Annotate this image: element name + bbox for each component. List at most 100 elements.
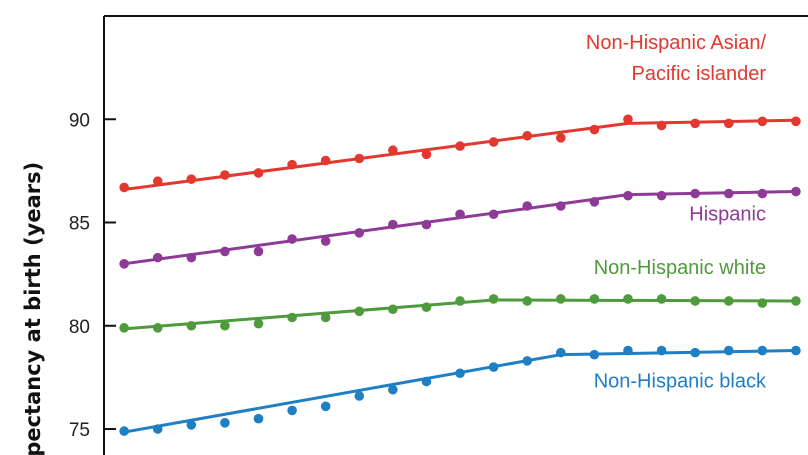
data-point xyxy=(690,296,700,306)
data-point xyxy=(656,294,667,304)
data-point xyxy=(388,384,398,395)
data-point xyxy=(287,234,297,244)
data-point xyxy=(623,294,633,304)
y-tick-label: 90 xyxy=(69,110,90,131)
data-point xyxy=(152,323,163,333)
data-point xyxy=(757,188,768,199)
data-point xyxy=(723,188,734,199)
data-point xyxy=(220,320,230,331)
data-point xyxy=(488,362,499,372)
data-point xyxy=(421,149,432,160)
data-point xyxy=(757,345,768,356)
data-point xyxy=(220,246,230,257)
data-point xyxy=(186,174,197,184)
data-point xyxy=(488,209,499,220)
data-point xyxy=(320,401,331,412)
data-point xyxy=(723,345,734,356)
data-point xyxy=(522,296,533,306)
data-point xyxy=(320,236,331,246)
data-point xyxy=(690,347,700,358)
series-3 xyxy=(119,345,801,436)
data-point xyxy=(791,116,801,127)
series-label-line: Pacific islander xyxy=(631,63,766,85)
data-point xyxy=(522,356,533,366)
data-point xyxy=(656,120,667,131)
data-point xyxy=(152,176,163,187)
data-point xyxy=(723,118,734,129)
data-point xyxy=(623,190,633,201)
series-labels: Non-Hispanic Asian/Pacific islander Hispa… xyxy=(586,32,767,393)
data-point xyxy=(556,294,566,304)
y-axis-label: xpectancy at birth (years) xyxy=(21,162,45,455)
data-point xyxy=(119,259,129,269)
series-label: Hispanic xyxy=(689,203,766,225)
data-point xyxy=(723,296,734,306)
data-point xyxy=(152,424,163,434)
data-point xyxy=(388,304,398,315)
data-point xyxy=(119,426,129,436)
data-point xyxy=(589,349,600,360)
data-point xyxy=(220,418,230,428)
data-point xyxy=(287,312,297,323)
data-point xyxy=(791,296,801,306)
data-point xyxy=(589,294,600,304)
data-point xyxy=(623,345,633,356)
data-point xyxy=(791,186,801,197)
data-point xyxy=(455,141,465,151)
series-1 xyxy=(119,186,801,269)
chart-axes xyxy=(103,15,808,455)
data-point xyxy=(152,252,163,263)
data-point xyxy=(253,246,264,257)
data-point xyxy=(589,124,600,135)
data-point xyxy=(556,347,566,358)
data-point xyxy=(623,114,633,125)
data-point xyxy=(253,318,264,329)
data-point xyxy=(220,170,230,180)
series-0 xyxy=(119,114,801,193)
data-point xyxy=(757,298,768,308)
data-point xyxy=(455,296,465,306)
data-point xyxy=(589,197,600,207)
series-label-line: Hispanic xyxy=(689,203,766,225)
data-point xyxy=(119,323,129,333)
data-point xyxy=(556,133,566,143)
data-point xyxy=(656,345,667,356)
series-2 xyxy=(119,294,801,333)
data-point xyxy=(287,405,297,416)
data-point xyxy=(354,391,365,401)
data-point xyxy=(421,302,432,312)
series-label-line: Non-Hispanic Asian/ xyxy=(586,32,767,54)
data-point xyxy=(421,376,432,387)
data-point xyxy=(455,368,465,379)
series-label: Non-Hispanic white xyxy=(594,257,766,279)
data-point xyxy=(354,228,365,238)
y-axis-ticks: 75 80 85 90 xyxy=(69,110,116,441)
data-point xyxy=(656,190,667,201)
data-point xyxy=(287,159,297,170)
data-point xyxy=(556,201,566,211)
data-point xyxy=(354,306,365,317)
data-point xyxy=(388,145,398,156)
y-tick-label: 80 xyxy=(69,317,90,338)
data-point xyxy=(186,420,197,430)
data-point xyxy=(320,155,331,166)
data-point xyxy=(757,116,768,127)
data-point xyxy=(488,294,499,304)
data-point xyxy=(791,345,801,356)
data-point xyxy=(253,413,264,424)
data-point xyxy=(119,182,129,193)
series-label-line: Non-Hispanic black xyxy=(594,371,767,393)
series-label-line: Non-Hispanic white xyxy=(594,257,766,279)
data-point xyxy=(522,130,533,141)
data-point xyxy=(320,312,331,323)
data-point xyxy=(690,118,700,129)
data-point xyxy=(522,201,533,211)
data-point xyxy=(455,209,465,220)
data-point xyxy=(488,137,499,147)
series-layer xyxy=(119,114,801,436)
data-point xyxy=(690,188,700,199)
series-label: Non-Hispanic black xyxy=(594,371,767,393)
data-point xyxy=(421,219,432,230)
y-tick-label: 75 xyxy=(69,420,90,441)
